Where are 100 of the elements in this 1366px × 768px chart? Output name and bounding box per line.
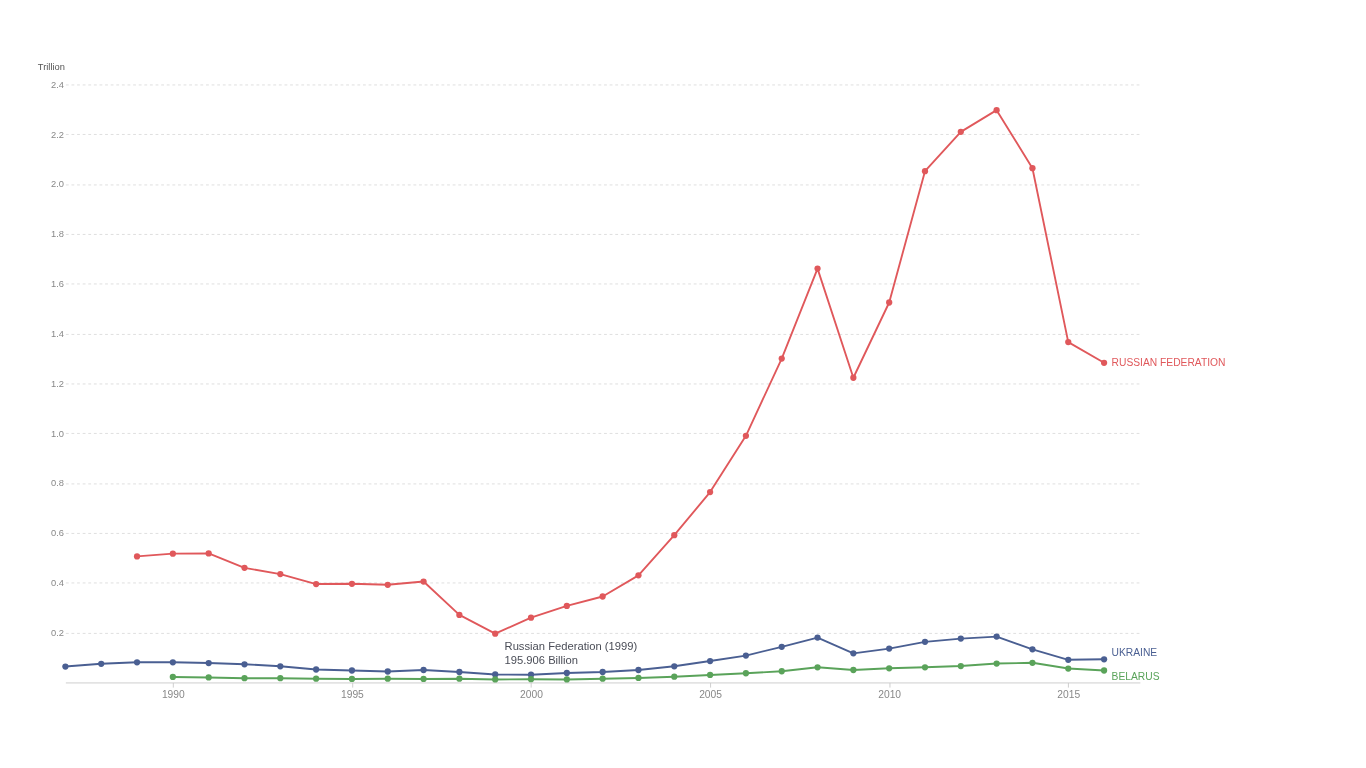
y-tick-label: 1.6 bbox=[51, 279, 64, 290]
point bbox=[169, 550, 176, 557]
point bbox=[599, 675, 606, 682]
point bbox=[1029, 659, 1036, 666]
point bbox=[706, 657, 714, 665]
point bbox=[742, 432, 750, 439]
point bbox=[563, 676, 570, 683]
point bbox=[241, 675, 248, 682]
point bbox=[492, 630, 499, 637]
point bbox=[778, 643, 785, 650]
point bbox=[384, 668, 391, 675]
y-tick-label: 0.2 bbox=[51, 627, 64, 638]
point bbox=[778, 355, 785, 362]
point bbox=[420, 666, 427, 674]
point bbox=[671, 532, 678, 539]
point bbox=[814, 634, 821, 641]
point bbox=[814, 664, 821, 671]
point bbox=[277, 570, 284, 578]
point bbox=[563, 602, 570, 610]
point bbox=[277, 663, 284, 670]
point bbox=[635, 572, 642, 579]
point bbox=[635, 674, 642, 682]
point bbox=[563, 669, 570, 677]
point bbox=[886, 665, 893, 672]
point bbox=[420, 675, 427, 683]
point bbox=[706, 488, 714, 496]
x-tick-label: 1990 bbox=[161, 688, 186, 700]
y-tick-label: 0.8 bbox=[51, 478, 64, 489]
point bbox=[169, 673, 176, 681]
point bbox=[635, 666, 642, 674]
point bbox=[957, 662, 964, 670]
y-axis-title: Trillion bbox=[37, 62, 65, 72]
point bbox=[993, 107, 1000, 114]
y-tick-label: 0.4 bbox=[51, 578, 64, 589]
x-tick-label: 2015 bbox=[1057, 688, 1081, 700]
point bbox=[205, 659, 212, 667]
point bbox=[850, 650, 857, 657]
point bbox=[1100, 667, 1108, 674]
point bbox=[312, 580, 320, 588]
x-tick-label: 2000 bbox=[520, 688, 544, 700]
point bbox=[169, 659, 176, 666]
point bbox=[348, 667, 356, 674]
point bbox=[993, 633, 1000, 640]
point bbox=[921, 638, 929, 645]
point bbox=[1065, 338, 1072, 346]
point bbox=[456, 668, 463, 676]
point bbox=[1065, 656, 1072, 663]
point bbox=[599, 668, 606, 676]
point bbox=[384, 581, 391, 588]
point bbox=[312, 666, 320, 673]
point bbox=[205, 550, 212, 557]
point bbox=[957, 635, 964, 642]
point bbox=[527, 676, 535, 683]
point bbox=[706, 671, 714, 679]
point bbox=[1065, 665, 1072, 672]
point bbox=[742, 652, 750, 659]
x-tick-label: 1995 bbox=[340, 688, 365, 700]
point bbox=[420, 578, 427, 585]
y-tick-label: 2.2 bbox=[51, 129, 64, 140]
point bbox=[241, 661, 248, 668]
point bbox=[62, 663, 69, 670]
point bbox=[671, 673, 678, 680]
point bbox=[850, 374, 857, 381]
point bbox=[886, 645, 893, 652]
point bbox=[921, 168, 929, 175]
point bbox=[98, 660, 105, 667]
point bbox=[1100, 656, 1108, 663]
point bbox=[993, 660, 1000, 667]
point bbox=[492, 676, 499, 683]
y-tick-label: 1.2 bbox=[51, 378, 64, 389]
point bbox=[599, 593, 606, 600]
point bbox=[456, 611, 463, 619]
x-tick-label: 2010 bbox=[878, 688, 902, 700]
point bbox=[850, 666, 857, 674]
point bbox=[348, 675, 356, 683]
point bbox=[814, 265, 821, 272]
y-tick-label: 1.0 bbox=[51, 428, 64, 439]
point bbox=[1029, 646, 1036, 653]
point bbox=[957, 128, 964, 135]
series-label: UKRAINE bbox=[1111, 646, 1158, 658]
point bbox=[778, 668, 785, 675]
point bbox=[133, 659, 141, 666]
series-label: RUSSIAN FEDERATION bbox=[1111, 356, 1226, 368]
point bbox=[742, 670, 750, 677]
x-tick-label: 2005 bbox=[699, 688, 723, 700]
annotation: Russian Federation (1999) 195.906 Billion bbox=[504, 640, 638, 667]
y-tick-label: 1.8 bbox=[51, 229, 64, 240]
y-tick-label: 0.6 bbox=[51, 528, 64, 539]
point bbox=[277, 675, 284, 682]
point bbox=[312, 675, 320, 682]
y-tick-label: 1.4 bbox=[51, 328, 64, 339]
point bbox=[527, 614, 535, 621]
point bbox=[384, 675, 391, 682]
y-tick-label: 2.4 bbox=[51, 79, 64, 90]
point bbox=[886, 299, 893, 306]
point bbox=[241, 564, 248, 571]
point bbox=[671, 663, 678, 670]
point bbox=[1100, 359, 1108, 366]
point bbox=[133, 553, 141, 560]
point bbox=[205, 674, 212, 681]
